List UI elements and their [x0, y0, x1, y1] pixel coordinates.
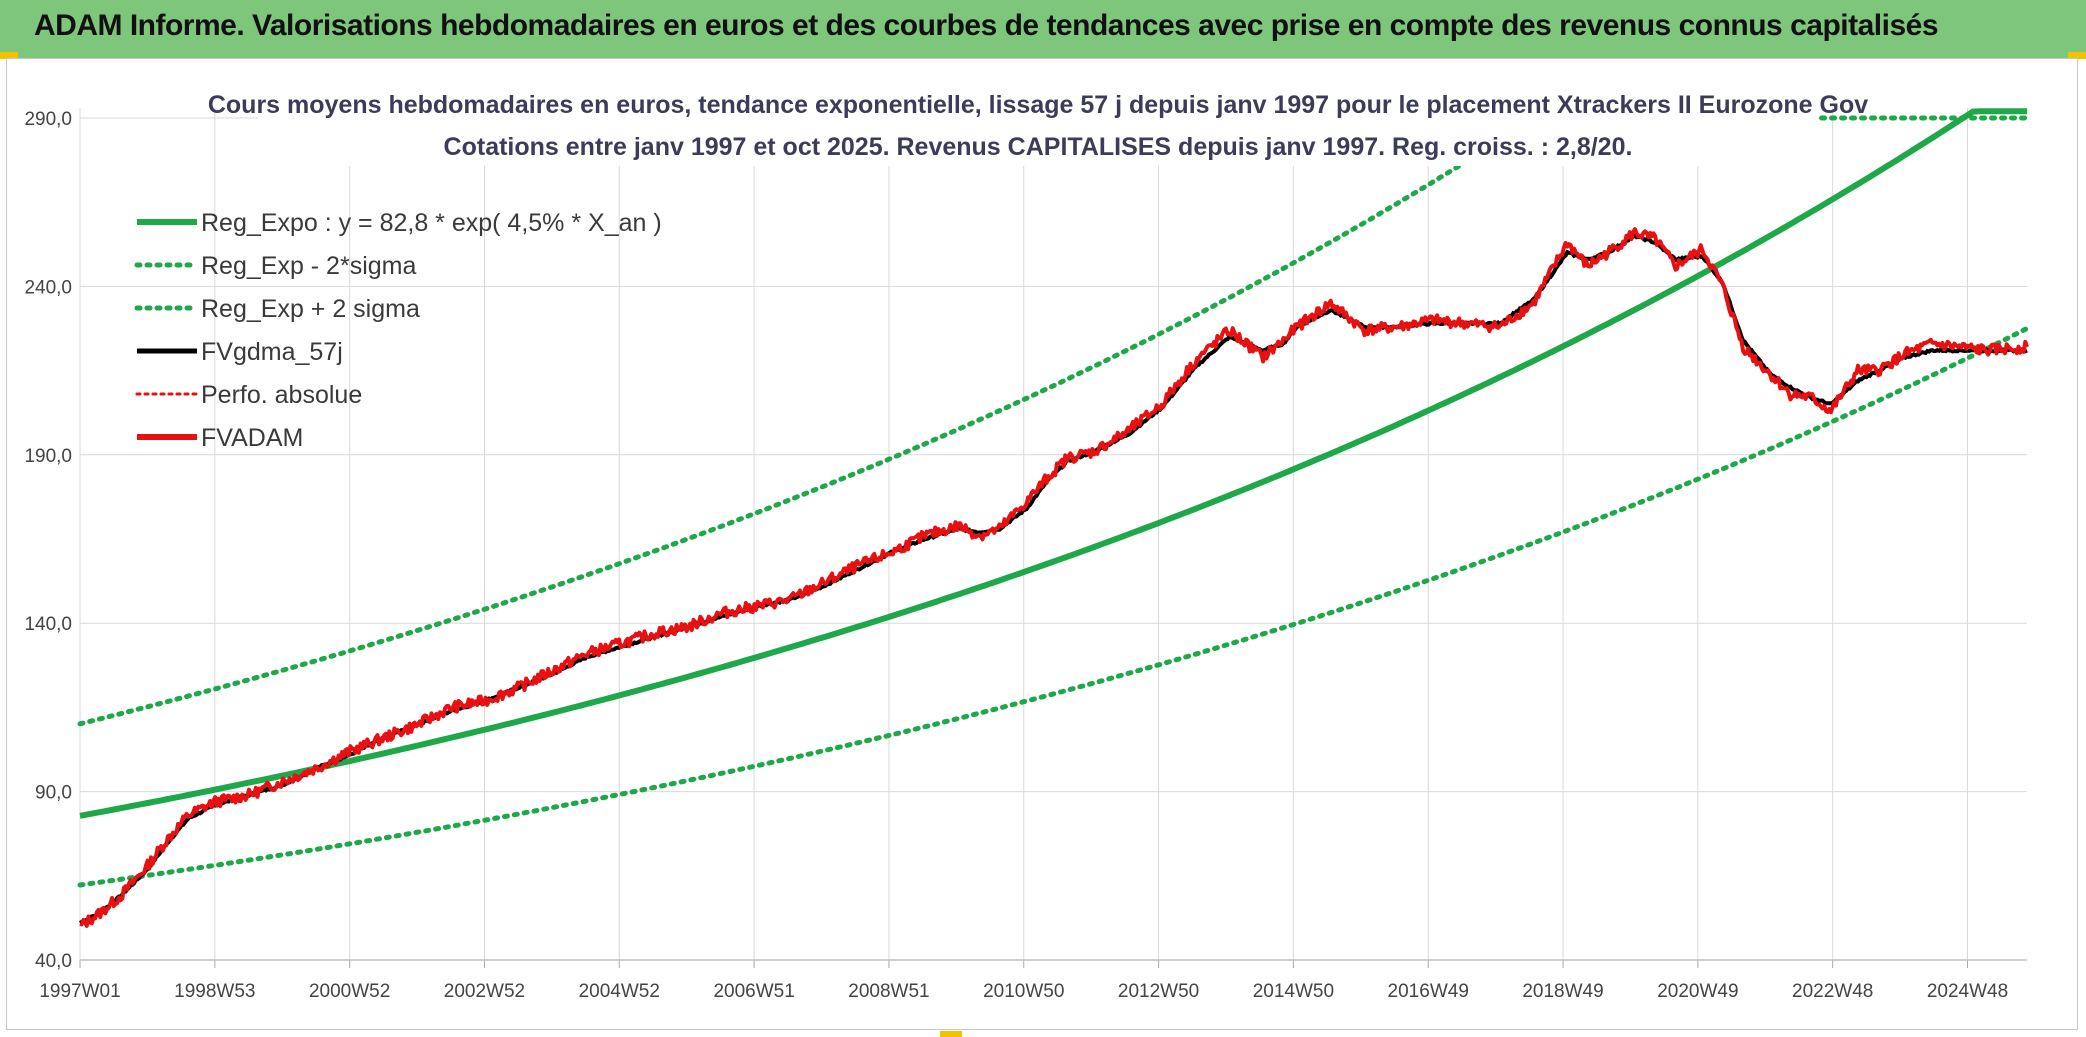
page-title: ADAM Informe. Valorisations hebdomadaire… [34, 9, 1939, 42]
corner-marker-top-left [0, 52, 18, 59]
legend-reg-exp-minus-label: Reg_Exp - 2*sigma [201, 252, 416, 280]
legend-reg-expo-label: Reg_Expo : y = 82,8 * exp( 4,5% * X_an ) [201, 209, 662, 237]
legend-perfo-label: Perfo. absolue [201, 381, 362, 409]
series-fvgdma-57j [78, 231, 2028, 925]
title-background [258, 88, 1818, 166]
legend: Reg_Expo : y = 82,8 * exp( 4,5% * X_an )… [134, 209, 662, 452]
x-tick-label: 2020W49 [1657, 981, 1738, 1002]
x-tick-label: 1997W01 [39, 981, 120, 1002]
x-tick-label: 2008W51 [848, 981, 929, 1002]
x-tick-label: 1998W53 [174, 981, 255, 1002]
x-tick-label: 2016W49 [1388, 981, 1469, 1002]
series-reg-expo [79, 108, 2027, 819]
x-tick-label: 2004W52 [579, 981, 660, 1002]
x-tick-label: 2000W52 [309, 981, 390, 1002]
x-tick-label: 2006W51 [713, 981, 794, 1002]
x-tick-label: 2002W52 [444, 981, 525, 1002]
x-tick-label: 2024W48 [1927, 981, 2008, 1002]
y-tick-label: 90,0 [35, 783, 72, 804]
chart-title: Cours moyens hebdomadaires en euros, ten… [208, 91, 1868, 119]
y-tick-label: 140,0 [24, 614, 72, 635]
y-tick-label: 240,0 [24, 277, 72, 298]
chart-subtitle: Cotations entre janv 1997 et oct 2025. R… [444, 133, 1633, 161]
corner-marker-top-right [2068, 52, 2086, 59]
legend-reg-exp-plus-label: Reg_Exp + 2 sigma [201, 295, 420, 323]
x-tick-label: 2022W48 [1792, 981, 1873, 1002]
header-banner: ADAM Informe. Valorisations hebdomadaire… [0, 0, 2086, 58]
series-reg-exp-minus-2sigma [77, 325, 2030, 888]
y-tick-label: 40,0 [35, 951, 72, 972]
x-tick-label: 2010W50 [983, 981, 1064, 1002]
corner-marker-bottom-mid [940, 1031, 962, 1037]
chart-frame [6, 58, 2078, 1030]
y-tick-label: 290,0 [24, 109, 72, 130]
axis-layer: 40,0 90,0 140,0 190,0 240,0 290,0 1997W01 1998W… [24, 109, 2027, 1002]
x-tick-label: 2012W50 [1118, 981, 1199, 1002]
x-tick-label: 2014W50 [1253, 981, 1334, 1002]
y-tick-label: 190,0 [24, 446, 72, 467]
series-fvadam [79, 227, 2029, 928]
legend-fvadam-label: FVADAM [201, 424, 303, 452]
x-tick-label: 2018W49 [1522, 981, 1603, 1002]
legend-fvgdma-label: FVgdma_57j [201, 338, 343, 366]
